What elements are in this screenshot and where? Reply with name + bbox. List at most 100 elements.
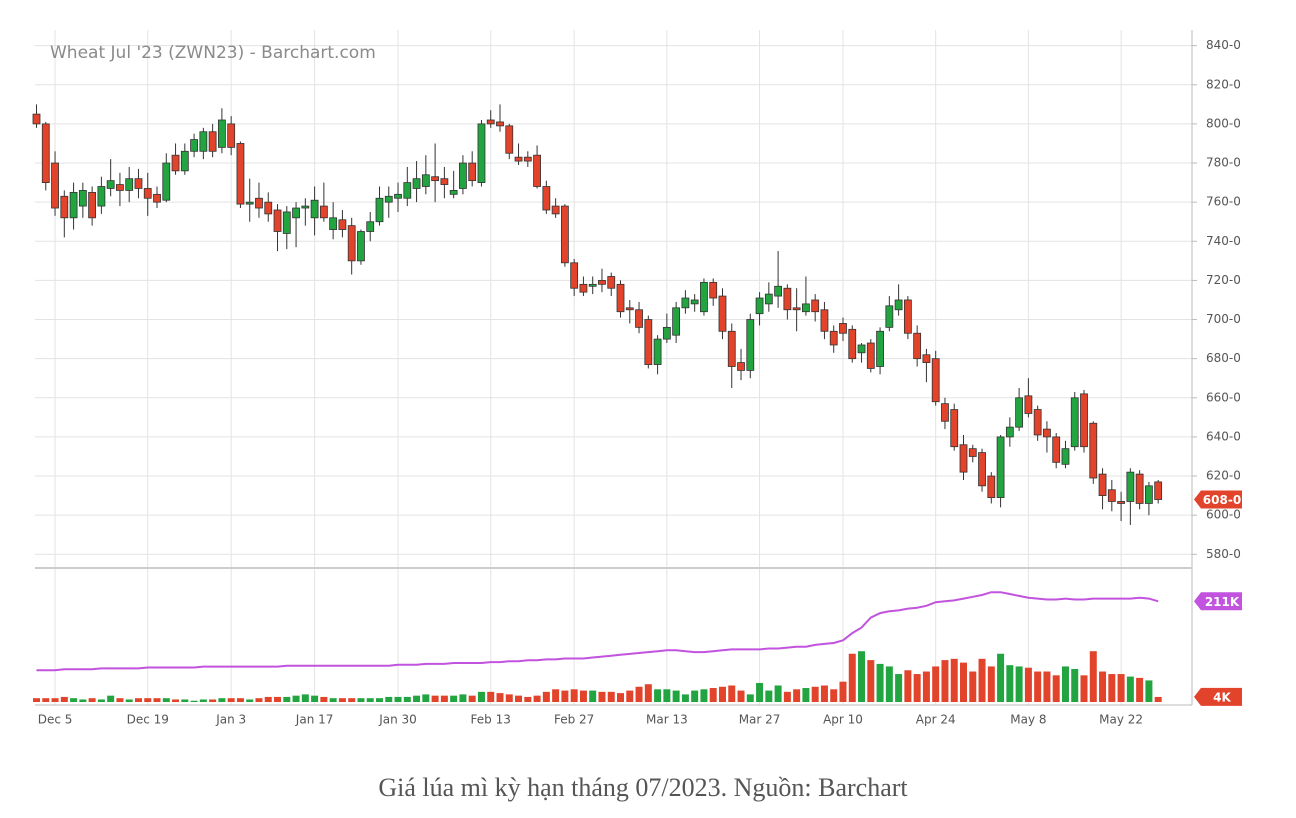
- candle-body: [1107, 489, 1116, 502]
- candle-body: [885, 305, 894, 328]
- volume-bar: [264, 696, 272, 702]
- candle-body: [236, 143, 245, 205]
- volume-bar: [172, 699, 180, 702]
- candle-body: [839, 323, 847, 334]
- candle-body: [616, 283, 625, 313]
- candle-body: [551, 205, 560, 215]
- y-tick-label: 620-0: [1206, 469, 1241, 483]
- candle-body: [394, 193, 402, 199]
- open-interest-tag: [1194, 592, 1242, 611]
- volume-bar: [635, 686, 643, 702]
- x-tick-label: Mar 13: [646, 713, 688, 727]
- volume-bar: [654, 689, 662, 702]
- candle-body: [1052, 436, 1061, 463]
- volume-bar: [561, 690, 569, 702]
- candle-body: [811, 299, 820, 313]
- volume-bar: [922, 671, 930, 702]
- candle-body: [375, 197, 384, 223]
- volume-bar: [941, 660, 949, 702]
- candle-body: [700, 281, 708, 313]
- volume-bar: [700, 689, 708, 702]
- candle-body: [764, 293, 773, 305]
- x-tick-label: Apr 10: [823, 713, 863, 727]
- candle-body: [477, 123, 486, 183]
- y-tick-label: 660-0: [1206, 390, 1241, 404]
- candle-body: [802, 303, 810, 313]
- volume-bar: [756, 682, 764, 702]
- candle-body: [143, 188, 152, 199]
- candle-body: [403, 182, 412, 199]
- candle-body: [931, 358, 940, 403]
- candle-body: [996, 436, 1005, 498]
- volume-bar: [950, 658, 958, 702]
- y-tick-label: 640-0: [1206, 429, 1241, 443]
- candle-body: [88, 191, 97, 219]
- volume-bar: [236, 698, 244, 702]
- candle-body: [1089, 422, 1098, 479]
- volume-bar: [1006, 665, 1014, 702]
- volume-bar: [1015, 666, 1023, 702]
- candle-body: [366, 221, 375, 232]
- candle-body: [978, 452, 986, 487]
- candle-body: [913, 332, 922, 360]
- volume-bar: [765, 690, 773, 702]
- volume-bar: [644, 684, 652, 702]
- candle-body: [560, 205, 569, 264]
- candle-body: [217, 119, 226, 148]
- candle-body: [644, 319, 653, 365]
- volume-bar: [338, 698, 346, 702]
- volume-bar: [1126, 676, 1134, 702]
- chart-title: Wheat Jul '23 (ZWN23) - Barchart.com: [50, 43, 376, 63]
- candle-body: [774, 285, 782, 297]
- candle-body: [672, 307, 681, 336]
- x-tick-label: May 8: [1010, 713, 1046, 727]
- volume-bar: [1099, 671, 1107, 702]
- volume-bar: [830, 689, 838, 702]
- volume-bar: [728, 685, 736, 702]
- candle-body: [171, 154, 180, 172]
- volume-bar: [978, 658, 986, 702]
- volume-bar: [876, 663, 884, 702]
- volume-bar: [607, 691, 615, 702]
- volume-bar: [552, 689, 560, 702]
- candle-body: [941, 403, 949, 422]
- volume-bar: [867, 660, 875, 702]
- volume-bar: [1136, 677, 1144, 702]
- candle-body: [959, 444, 968, 473]
- volume-bar: [1108, 674, 1116, 702]
- volume-bar: [681, 694, 689, 702]
- volume-bar: [255, 698, 263, 702]
- candle-body: [1070, 397, 1079, 448]
- x-tick-label: Jan 17: [295, 713, 334, 727]
- candle-body: [903, 299, 912, 334]
- open-interest-line: [36, 591, 1159, 672]
- candle-body: [514, 156, 523, 162]
- x-tick-label: Dec 5: [38, 713, 73, 727]
- candle-body: [876, 330, 884, 367]
- candle-body: [208, 131, 217, 152]
- volume-bar: [524, 696, 532, 702]
- candle-body: [301, 205, 310, 209]
- volume-bar: [227, 698, 235, 702]
- candle-body: [1015, 397, 1024, 428]
- volume-bar: [709, 688, 717, 702]
- volume-bar: [960, 662, 967, 702]
- candle-body: [635, 309, 643, 328]
- candle-body: [588, 283, 597, 287]
- candle-body: [319, 205, 328, 219]
- volume-tag-label: 4K: [1213, 690, 1231, 704]
- volume-bar: [589, 690, 597, 702]
- volume-bar: [283, 696, 291, 702]
- volume-bar: [97, 699, 105, 702]
- candle-body: [505, 125, 514, 154]
- candle-body: [922, 354, 931, 363]
- volume-bar: [1024, 667, 1032, 702]
- volume-bar: [533, 695, 541, 702]
- candle-body: [468, 162, 477, 182]
- candle-body: [542, 186, 551, 211]
- volume-bar: [672, 690, 680, 702]
- volume-bar: [88, 698, 96, 702]
- volume-bar: [292, 695, 300, 702]
- candle-body: [412, 178, 421, 189]
- candle-body: [1024, 395, 1033, 414]
